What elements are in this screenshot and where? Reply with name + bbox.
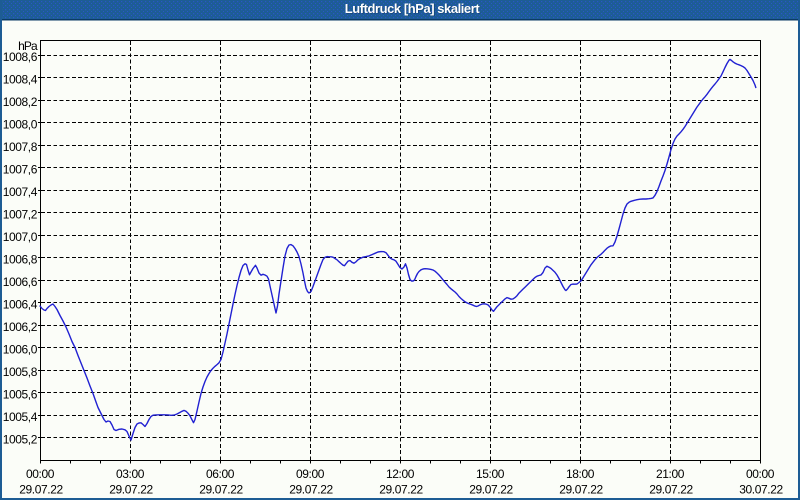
svg-text:1006,4: 1006,4 xyxy=(3,298,38,312)
svg-text:1005,6: 1005,6 xyxy=(3,388,38,402)
svg-text:00:00: 00:00 xyxy=(746,467,775,481)
svg-text:1007,4: 1007,4 xyxy=(3,185,38,199)
svg-text:1005,4: 1005,4 xyxy=(3,410,38,424)
svg-text:1005,8: 1005,8 xyxy=(3,365,38,379)
svg-text:29.07.22: 29.07.22 xyxy=(199,483,243,497)
svg-text:15:00: 15:00 xyxy=(476,467,505,481)
svg-text:30.07.22: 30.07.22 xyxy=(739,483,783,497)
svg-text:1008,2: 1008,2 xyxy=(3,95,38,109)
svg-text:18:00: 18:00 xyxy=(566,467,595,481)
svg-text:1005,2: 1005,2 xyxy=(3,433,38,447)
svg-text:1006,0: 1006,0 xyxy=(3,343,38,357)
svg-text:1007,6: 1007,6 xyxy=(3,163,38,177)
svg-text:1007,0: 1007,0 xyxy=(3,230,38,244)
svg-text:1006,8: 1006,8 xyxy=(3,253,38,267)
svg-text:1008,4: 1008,4 xyxy=(3,73,38,87)
svg-text:29.07.22: 29.07.22 xyxy=(289,483,333,497)
svg-text:03:00: 03:00 xyxy=(116,467,145,481)
svg-text:12:00: 12:00 xyxy=(386,467,415,481)
svg-text:21:00: 21:00 xyxy=(656,467,685,481)
svg-text:29.07.22: 29.07.22 xyxy=(469,483,513,497)
svg-text:1006,6: 1006,6 xyxy=(3,275,38,289)
svg-text:1007,8: 1007,8 xyxy=(3,140,38,154)
svg-text:hPa: hPa xyxy=(18,39,38,53)
svg-text:29.07.22: 29.07.22 xyxy=(559,483,603,497)
svg-text:06:00: 06:00 xyxy=(206,467,235,481)
svg-text:1006,2: 1006,2 xyxy=(3,320,38,334)
svg-text:29.07.22: 29.07.22 xyxy=(379,483,423,497)
svg-text:00:00: 00:00 xyxy=(26,467,55,481)
svg-text:29.07.22: 29.07.22 xyxy=(649,483,693,497)
svg-text:29.07.22: 29.07.22 xyxy=(19,483,63,497)
svg-text:1007,2: 1007,2 xyxy=(3,208,38,222)
svg-text:09:00: 09:00 xyxy=(296,467,325,481)
svg-text:29.07.22: 29.07.22 xyxy=(109,483,153,497)
svg-text:1008,0: 1008,0 xyxy=(3,118,38,132)
svg-text:1008,6: 1008,6 xyxy=(3,50,38,64)
